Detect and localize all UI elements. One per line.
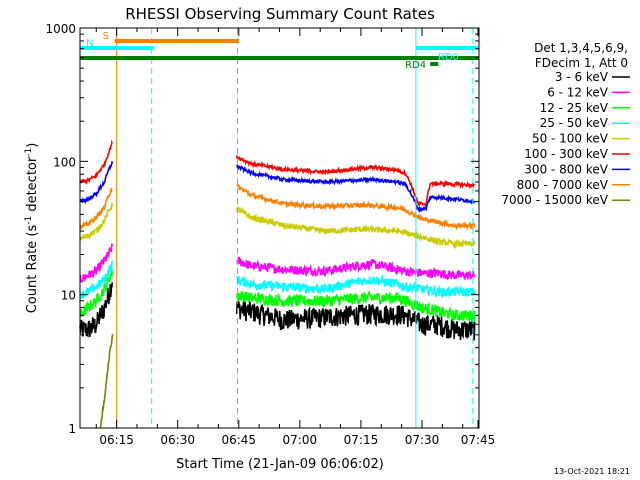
series-4 xyxy=(79,202,476,250)
y-axis: 1 10 100 1000 xyxy=(45,22,479,436)
legend-label-3: 25 - 50 keV xyxy=(540,116,609,130)
chart-title: RHESSI Observing Summary Count Rates xyxy=(125,5,435,23)
state-bar-label-0: S xyxy=(103,31,109,42)
x-tick-label-4: 07:15 xyxy=(344,433,379,447)
series-5-line-before xyxy=(79,139,113,185)
y-axis-label-sup2: -1 xyxy=(24,148,34,157)
series-0-line-before xyxy=(79,282,113,338)
x-tick-label-1: 06:30 xyxy=(160,433,195,447)
x-tick-label-2: 06:45 xyxy=(221,433,256,447)
series-4-line-after xyxy=(236,206,476,250)
legend-label-7: 800 - 7000 keV xyxy=(517,178,609,192)
series-4-line-before xyxy=(79,202,113,242)
y-tick-label-1: 10 xyxy=(61,289,76,303)
legend-label-0: 3 - 6 keV xyxy=(555,70,609,84)
y-tick-label-3: 1000 xyxy=(45,22,76,36)
x-tick-label-6: 07:45 xyxy=(461,433,496,447)
legend-header-line-1: Det 1,3,4,5,6,9, xyxy=(534,41,628,55)
legend-label-5: 100 - 300 keV xyxy=(524,147,608,161)
series-1-line-before xyxy=(79,243,113,283)
series-0 xyxy=(79,282,476,341)
legend: Det 1,3,4,5,6,9, FDecim 1, Att 0 3 - 6 k… xyxy=(501,41,630,207)
x-axis: 06:15 06:30 06:45 07:00 07:15 07:30 07:45 xyxy=(95,28,496,447)
series-3 xyxy=(79,260,476,300)
y-axis-label: Count Rate (s-1 detector-1) xyxy=(24,143,40,314)
series-2-line-before xyxy=(79,268,113,318)
series-2-line-after xyxy=(236,289,476,323)
series-6-line-after xyxy=(236,164,476,213)
x-axis-label: Start Time (21-Jan-09 06:06:02) xyxy=(176,457,384,472)
state-bar-label-1: N xyxy=(86,38,93,49)
series-5 xyxy=(79,139,476,208)
legend-label-6: 300 - 800 keV xyxy=(524,162,608,176)
y-tick-label-2: 100 xyxy=(53,155,76,169)
y-axis-label-end: ) xyxy=(25,143,40,148)
vertical-lines xyxy=(79,28,474,428)
y-axis-label-sup1: -1 xyxy=(24,216,34,225)
series-0-line-after xyxy=(236,300,476,341)
series-3-line-after xyxy=(236,274,476,299)
series-5-line-after xyxy=(236,155,476,208)
x-tick-label-3: 07:00 xyxy=(283,433,318,447)
legend-label-2: 12 - 25 keV xyxy=(540,101,609,115)
series-2 xyxy=(79,268,476,323)
series-1 xyxy=(79,243,476,283)
series-7-line-before xyxy=(79,187,113,230)
plot-frame xyxy=(79,27,480,429)
state-bar-label-3: RD0 xyxy=(438,52,459,63)
x-tick-label-0: 06:15 xyxy=(99,433,134,447)
series-6-line-before xyxy=(79,160,113,205)
series-8 xyxy=(99,333,114,429)
y-axis-label-mid: detector xyxy=(25,156,40,216)
state-bar-label-4: RD4 xyxy=(405,60,426,71)
legend-label-4: 50 - 100 keV xyxy=(532,132,609,146)
series-1-line-after xyxy=(236,256,476,281)
series-7-line-after xyxy=(236,184,476,231)
y-tick-label-0: 1 xyxy=(68,422,76,436)
series-layer xyxy=(79,139,476,429)
generation-timestamp: 13-Oct-2021 18:21 xyxy=(554,467,630,476)
series-8-line-before xyxy=(99,333,114,429)
legend-label-1: 6 - 12 keV xyxy=(547,85,609,99)
x-tick-label-5: 07:30 xyxy=(405,433,440,447)
y-axis-label-main: Count Rate (s xyxy=(25,225,40,314)
legend-label-8: 7000 - 15000 keV xyxy=(501,193,608,207)
series-7 xyxy=(79,184,476,231)
state-bars: SN RD0 RD4 xyxy=(80,31,479,71)
series-3-line-before xyxy=(79,260,113,300)
legend-header-line-2: FDecim 1, Att 0 xyxy=(535,56,628,70)
series-6 xyxy=(79,160,476,213)
